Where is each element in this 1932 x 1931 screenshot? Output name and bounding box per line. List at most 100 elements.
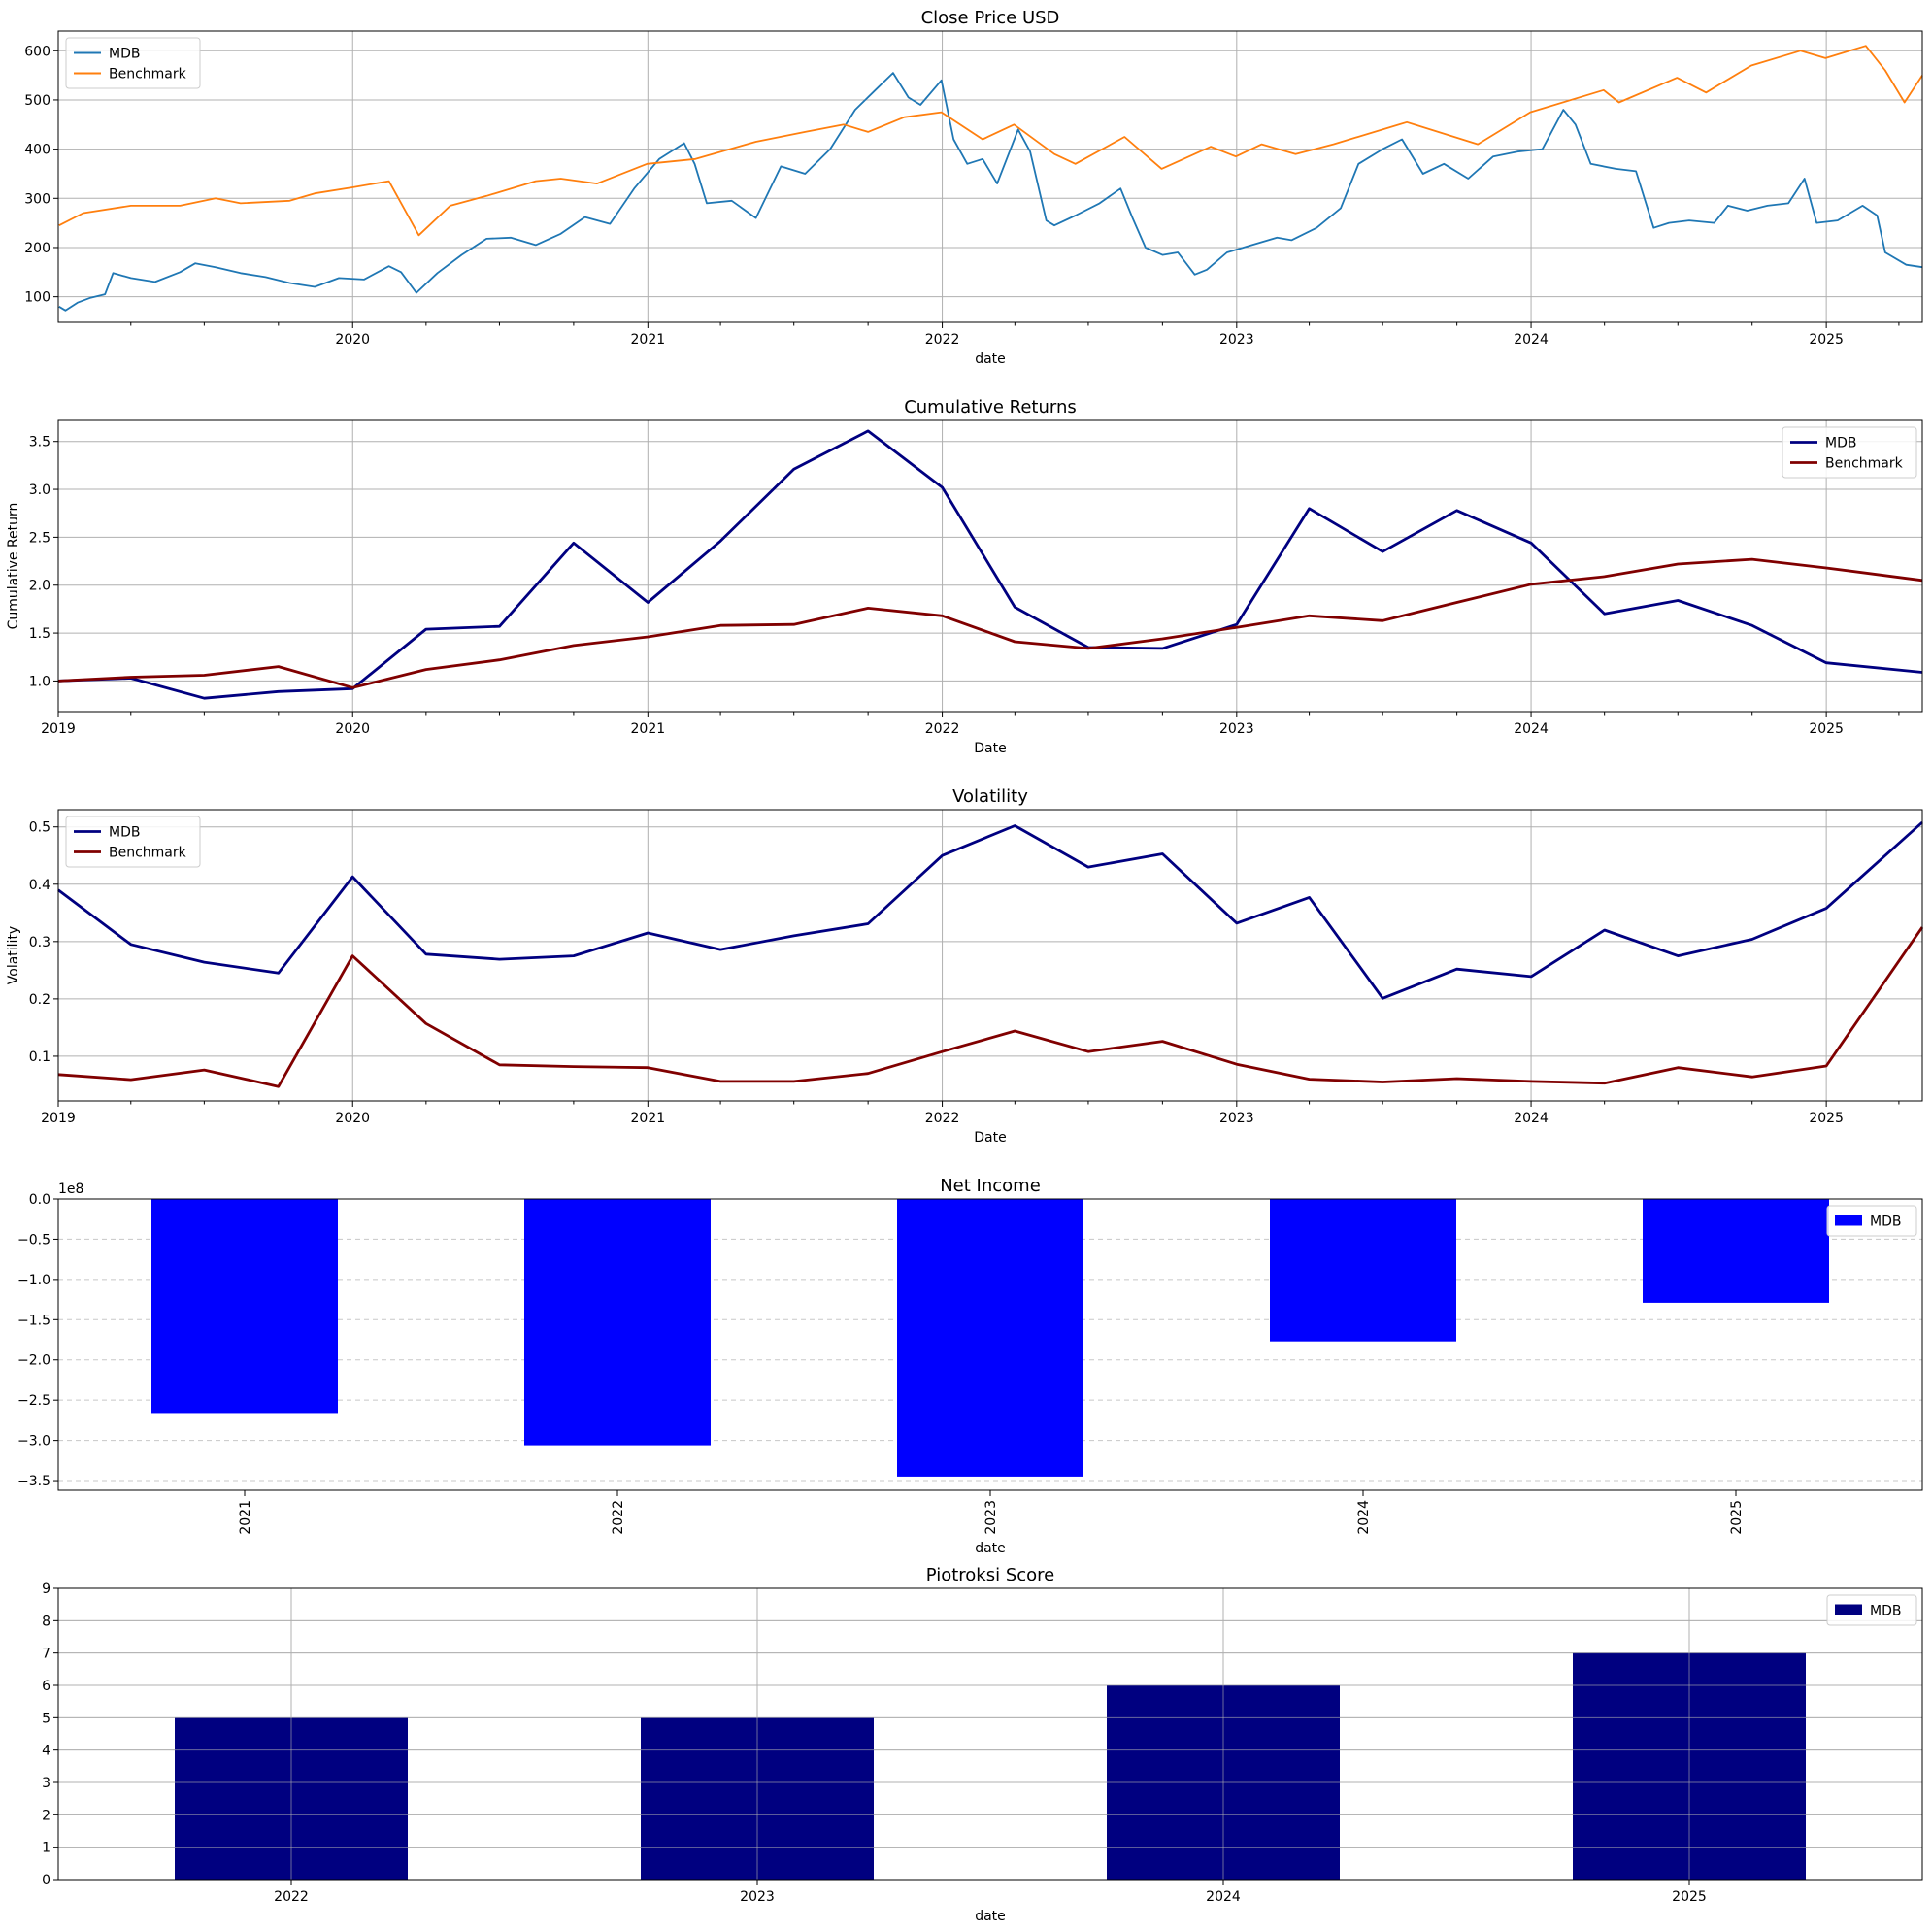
chart-title: Volatility: [952, 786, 1028, 807]
y-tick-label: 500: [24, 93, 50, 109]
x-axis-label: Date: [974, 1130, 1006, 1146]
y-tick-label: 100: [24, 290, 50, 306]
chart-title: Cumulative Returns: [904, 397, 1077, 417]
gridlines: [57, 810, 1922, 1101]
y-tick-label: 2.5: [29, 530, 50, 546]
legend-label-mdb: MDB: [1870, 1215, 1901, 1230]
y-tick-label: 0.3: [29, 935, 50, 950]
x-tick-label: 2023: [1219, 332, 1254, 348]
series-line-mdb: [57, 820, 1923, 1000]
x-tick-label: 2022: [925, 1111, 960, 1126]
y-tick-label: 0.2: [29, 992, 50, 1008]
bar-2022: [524, 1199, 711, 1446]
legend-box: [1826, 1205, 1917, 1237]
gridlines: [58, 31, 1922, 322]
chart-panel-4: 0.0 −0.5 −1.0 −1.5 −2.0 −2.5 −3.0 −3.5 2021 2022 2…: [17, 1176, 1923, 1556]
x-tick-label: 2025: [1809, 1111, 1844, 1126]
chart-panel-3: 0.1 0.2 0.3 0.4 0.5 2019 2020 2021 2022 2023 2024 2…: [6, 786, 1924, 1146]
series-line-benchmark: [57, 926, 1924, 1088]
axes-frame: [57, 419, 1923, 713]
chart-panel-2: 1.0 1.5 2.0 2.5 3.0 3.5 2019 2020 2021 2022 2023 20…: [6, 397, 1923, 756]
legend-swatch-mdb: [1835, 1604, 1862, 1615]
y-tick-label: −1.5: [17, 1313, 50, 1328]
legend: MDB Benchmark: [65, 816, 201, 868]
legend-label-benchmark: Benchmark: [109, 67, 187, 83]
y-tick-label: 8: [42, 1614, 50, 1629]
x-tick-label: 2024: [1206, 1889, 1241, 1905]
y-tick-label: −0.5: [17, 1232, 50, 1248]
x-tick-label: 2021: [238, 1500, 253, 1535]
series-line-mdb: [58, 72, 1923, 312]
y-tick-label: 6: [42, 1679, 50, 1694]
x-tick-label: 2022: [274, 1889, 309, 1905]
series-line-benchmark: [57, 557, 1923, 689]
legend-box: [65, 37, 201, 89]
chart-panel-5: 0 1 2 3 4 5 6 7 8 9 2022 2023 2024 2025 Piotroksi Scor…: [42, 1565, 1923, 1924]
y-tick-label: −2.0: [17, 1353, 50, 1369]
x-tick-label: 2022: [925, 332, 960, 348]
x-axis-label: date: [975, 1909, 1006, 1924]
gridlines: [57, 420, 1922, 712]
series-line-benchmark: [58, 45, 1923, 237]
legend-label-mdb: MDB: [109, 47, 140, 62]
x-tick-label: 2021: [631, 332, 666, 348]
x-tick-label: 2024: [1514, 332, 1549, 348]
x-axis-label: Date: [974, 741, 1006, 756]
x-tick-label: 2020: [335, 332, 370, 348]
y-tick-label: 400: [24, 143, 50, 158]
chart-panel-1: 100 200 300 400 500 600 2020 2021 2022 2023 2024 20…: [24, 8, 1923, 367]
legend: MDB: [1826, 1205, 1917, 1237]
y-tick-label: 9: [42, 1581, 50, 1597]
x-tick-label: 2021: [631, 721, 666, 737]
x-tick-label: 2024: [1514, 1111, 1549, 1126]
x-tick-label: 2023: [1219, 1111, 1254, 1126]
legend-label-benchmark: Benchmark: [109, 846, 187, 861]
y-tick-label: 7: [42, 1647, 50, 1662]
x-tick-label: 2022: [925, 721, 960, 737]
x-axis-label: date: [975, 1541, 1006, 1556]
x-tick-label: 2021: [631, 1111, 666, 1126]
x-tick-label: 2019: [41, 721, 76, 737]
y-tick-label: 0.1: [29, 1049, 50, 1065]
chart-title: Close Price USD: [921, 8, 1060, 28]
y-tick-label: 1.0: [29, 674, 50, 689]
y-tick-label: 200: [24, 241, 50, 256]
y-tick-label: −3.0: [17, 1434, 50, 1449]
axis-offset-text: 1e8: [58, 1182, 83, 1197]
y-tick-label: −3.5: [17, 1474, 50, 1489]
x-tick-label: 2025: [1809, 721, 1844, 737]
y-tick-label: −1.0: [17, 1273, 50, 1288]
x-tick-label: 2024: [1356, 1500, 1372, 1535]
axes-frame: [57, 1587, 1923, 1881]
legend-box: [1826, 1594, 1917, 1626]
axes-frame: [57, 809, 1923, 1102]
y-tick-label: 0.0: [29, 1192, 50, 1208]
legend-label-mdb: MDB: [1870, 1604, 1901, 1619]
y-tick-label: 1.5: [29, 626, 50, 642]
x-axis-label: date: [975, 351, 1006, 367]
chart-title: Piotroksi Score: [926, 1565, 1055, 1585]
legend: MDB: [1826, 1594, 1917, 1626]
legend-box: [1782, 426, 1917, 479]
x-tick-label: 2020: [335, 721, 370, 737]
y-axis-label: Volatility: [6, 926, 21, 984]
y-tick-label: 3.0: [29, 483, 50, 498]
bar-2025: [1643, 1199, 1829, 1303]
legend: MDB Benchmark: [1782, 426, 1917, 479]
legend-label-mdb: MDB: [109, 825, 140, 841]
y-tick-label: 5: [42, 1711, 50, 1726]
x-tick-label: 2024: [1514, 721, 1549, 737]
bar-2021: [151, 1199, 338, 1414]
legend: MDB Benchmark: [65, 37, 201, 89]
x-tick-label: 2025: [1809, 332, 1844, 348]
bar-2024: [1270, 1199, 1456, 1342]
y-tick-label: 300: [24, 191, 50, 207]
y-tick-label: 3: [42, 1776, 50, 1791]
x-tick-label: 2023: [983, 1500, 999, 1535]
y-tick-label: 0.5: [29, 820, 50, 836]
legend-label-benchmark: Benchmark: [1825, 456, 1904, 472]
x-tick-label: 2020: [335, 1111, 370, 1126]
x-tick-label: 2023: [740, 1889, 775, 1905]
chart-title: Net Income: [940, 1176, 1041, 1196]
